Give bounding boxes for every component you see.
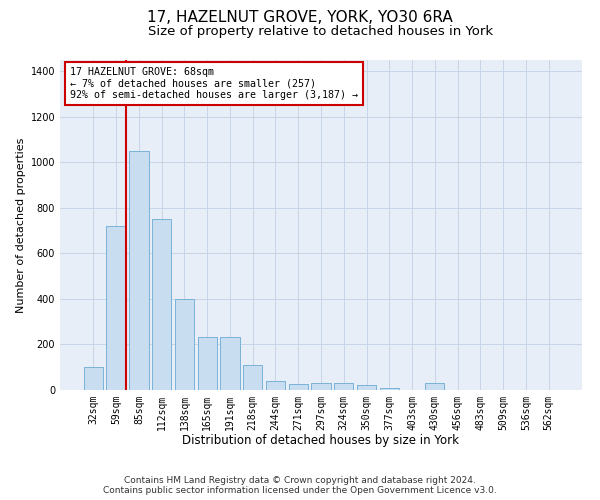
Bar	[152, 220, 172, 390]
Y-axis label: Number of detached properties: Number of detached properties	[16, 138, 26, 312]
Text: 17 HAZELNUT GROVE: 68sqm
← 7% of detached houses are smaller (257)
92% of semi-d: 17 HAZELNUT GROVE: 68sqm ← 7% of detache…	[70, 66, 358, 100]
Bar	[220, 336, 239, 390]
Bar	[334, 383, 353, 390]
Bar	[84, 367, 103, 390]
Bar	[289, 384, 308, 390]
Text: 17, HAZELNUT GROVE, YORK, YO30 6RA: 17, HAZELNUT GROVE, YORK, YO30 6RA	[147, 10, 453, 25]
Bar	[197, 336, 217, 390]
Bar	[357, 386, 376, 390]
Bar	[175, 299, 194, 390]
Title: Size of property relative to detached houses in York: Size of property relative to detached ho…	[148, 25, 494, 38]
Bar	[311, 383, 331, 390]
Bar	[106, 226, 126, 390]
Bar	[425, 383, 445, 390]
Bar	[243, 365, 262, 390]
Text: Contains HM Land Registry data © Crown copyright and database right 2024.
Contai: Contains HM Land Registry data © Crown c…	[103, 476, 497, 495]
X-axis label: Distribution of detached houses by size in York: Distribution of detached houses by size …	[182, 434, 460, 448]
Bar	[129, 151, 149, 390]
Bar	[380, 388, 399, 390]
Bar	[266, 381, 285, 390]
